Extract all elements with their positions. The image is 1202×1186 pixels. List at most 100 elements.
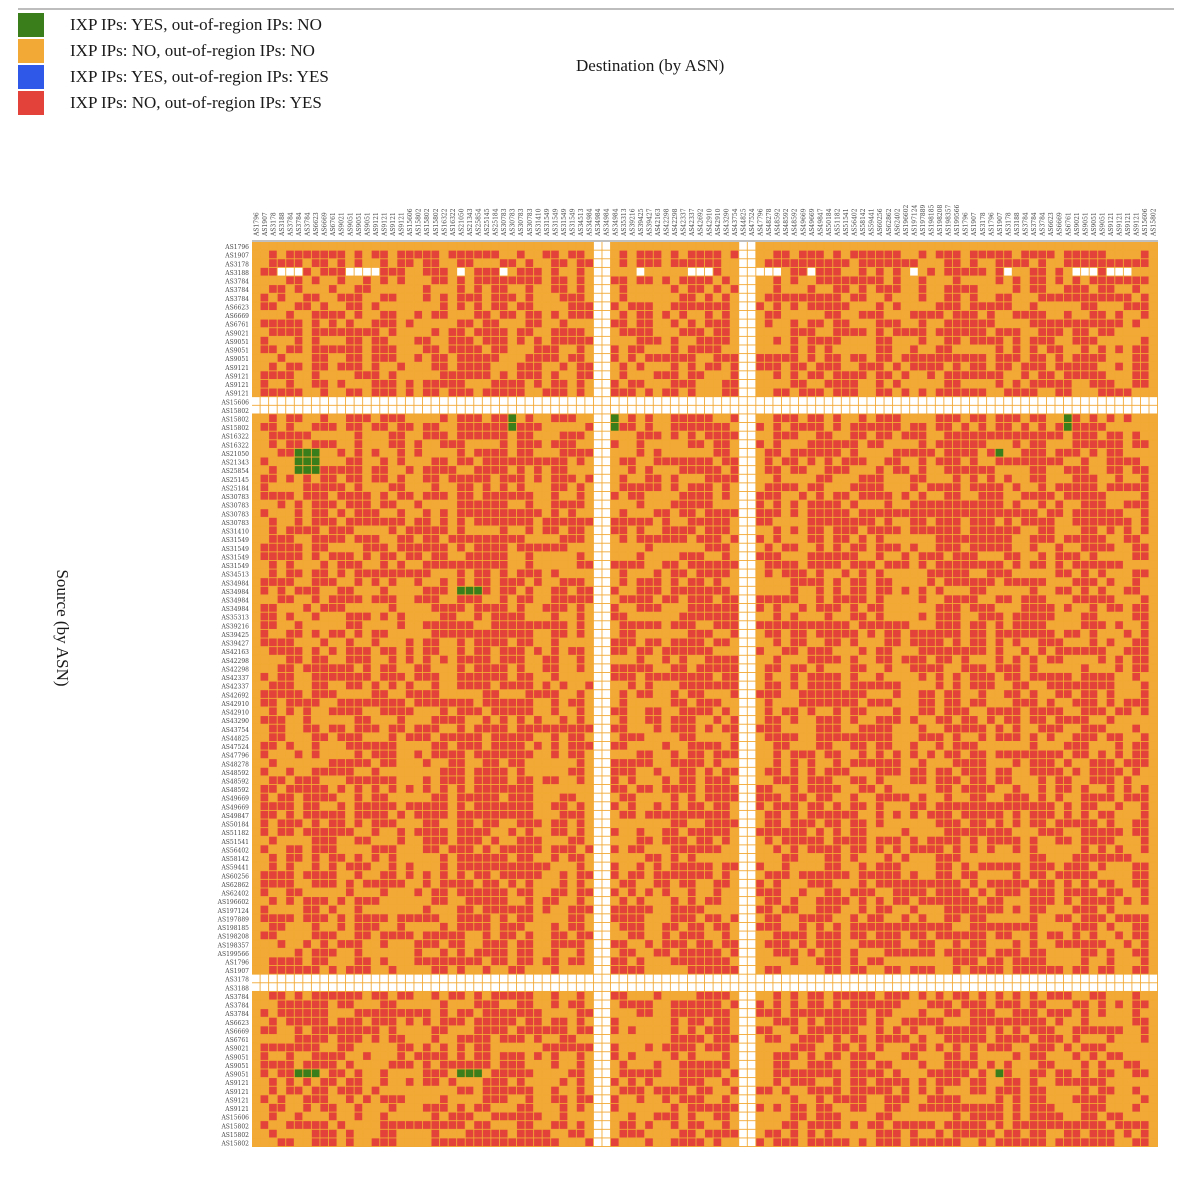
heatmap-cell — [286, 569, 294, 578]
heatmap-cell — [1046, 354, 1055, 362]
heatmap-cell — [328, 569, 337, 578]
heatmap-cell — [1132, 328, 1141, 336]
heatmap-cell — [670, 319, 679, 328]
heatmap-cell — [1072, 629, 1081, 638]
heatmap-cell — [696, 612, 705, 621]
heatmap-cell — [457, 491, 465, 500]
heatmap-cell — [1046, 483, 1055, 492]
heatmap-cell — [850, 267, 858, 276]
heatmap-cell — [482, 431, 491, 440]
heatmap-cell — [978, 285, 987, 293]
heatmap-cell — [824, 414, 833, 423]
heatmap-cell — [286, 276, 294, 285]
heatmap-cell — [491, 491, 499, 500]
heatmap-cell — [277, 448, 286, 457]
heatmap-cell — [662, 543, 670, 552]
heatmap-cell — [559, 457, 568, 466]
heatmap-cell — [516, 535, 525, 543]
heatmap-cell — [354, 526, 363, 535]
heatmap-cell — [1132, 336, 1141, 345]
heatmap-cell — [1055, 302, 1064, 311]
heatmap-cell — [687, 431, 696, 440]
heatmap-cell — [781, 354, 790, 362]
heatmap-cell — [286, 328, 294, 336]
heatmap-cell — [559, 543, 568, 552]
heatmap-cell — [465, 371, 474, 380]
heatmap-cell — [884, 509, 893, 517]
heatmap-cell — [1081, 509, 1089, 517]
heatmap-cell — [1081, 586, 1089, 595]
heatmap-cell — [448, 440, 457, 448]
heatmap-cell — [277, 267, 286, 276]
heatmap-cell — [388, 293, 397, 302]
heatmap-cell — [252, 379, 260, 388]
heatmap-cell — [1063, 354, 1072, 362]
heatmap-cell — [371, 509, 380, 517]
heatmap-cell — [944, 604, 952, 612]
heatmap-cell — [978, 457, 987, 466]
heatmap-cell — [807, 552, 816, 561]
heatmap-cell — [969, 491, 978, 500]
heatmap-cell — [730, 242, 739, 250]
heatmap-cell — [405, 569, 414, 578]
heatmap-cell — [542, 612, 551, 621]
heatmap-cell — [995, 526, 1004, 535]
heatmap-cell — [1081, 543, 1089, 552]
heatmap-cell — [1098, 285, 1106, 293]
heatmap-cell — [568, 319, 576, 328]
heatmap-cell — [1115, 431, 1123, 440]
heatmap-cell — [1140, 345, 1149, 354]
heatmap-cell — [1038, 362, 1046, 371]
heatmap-cell — [474, 431, 482, 440]
heatmap-cell — [551, 440, 559, 448]
heatmap-cell — [636, 414, 645, 423]
heatmap-cell — [1098, 379, 1106, 388]
heatmap-cell — [320, 612, 329, 621]
heatmap-cell — [781, 423, 790, 431]
heatmap-cell — [918, 310, 927, 319]
heatmap-cell — [1140, 310, 1149, 319]
heatmap-cell — [1106, 285, 1115, 293]
heatmap-cell — [653, 466, 662, 474]
heatmap-cell — [799, 354, 807, 362]
heatmap-cell — [670, 423, 679, 431]
heatmap-cell — [944, 259, 952, 267]
heatmap-cell — [559, 379, 568, 388]
heatmap-cell — [311, 362, 320, 371]
heatmap-cell — [499, 285, 508, 293]
heatmap-cell — [1081, 466, 1089, 474]
heatmap-cell — [610, 431, 619, 440]
heatmap-cell — [790, 250, 799, 259]
heatmap-cell — [867, 509, 876, 517]
heatmap-cell — [756, 509, 764, 517]
heatmap-cell — [662, 302, 670, 311]
heatmap-cell — [807, 457, 816, 466]
heatmap-cell — [610, 276, 619, 285]
heatmap-cell — [875, 629, 884, 638]
heatmap-cell — [320, 242, 329, 250]
heatmap-cell — [440, 310, 448, 319]
heatmap-cell — [320, 328, 329, 336]
heatmap-cell — [858, 388, 867, 397]
heatmap-cell — [465, 285, 474, 293]
heatmap-cell — [645, 612, 653, 621]
heatmap-cell — [747, 250, 756, 259]
heatmap-cell — [910, 552, 918, 561]
heatmap-cell — [619, 371, 628, 380]
heatmap-cell — [969, 267, 978, 276]
heatmap-cell — [610, 629, 619, 638]
heatmap-cell — [824, 379, 833, 388]
heatmap-cell — [1046, 371, 1055, 380]
heatmap-cell — [1072, 560, 1081, 569]
heatmap-cell — [337, 474, 346, 483]
heatmap-cell — [388, 457, 397, 466]
heatmap-cell — [978, 397, 987, 405]
heatmap-cell — [833, 612, 841, 621]
heatmap-cell — [516, 302, 525, 311]
heatmap-cell — [858, 552, 867, 561]
heatmap-cell — [388, 560, 397, 569]
heatmap-cell — [927, 621, 935, 629]
heatmap-cell — [311, 586, 320, 595]
heatmap-cell — [901, 621, 910, 629]
heatmap-cell — [927, 328, 935, 336]
